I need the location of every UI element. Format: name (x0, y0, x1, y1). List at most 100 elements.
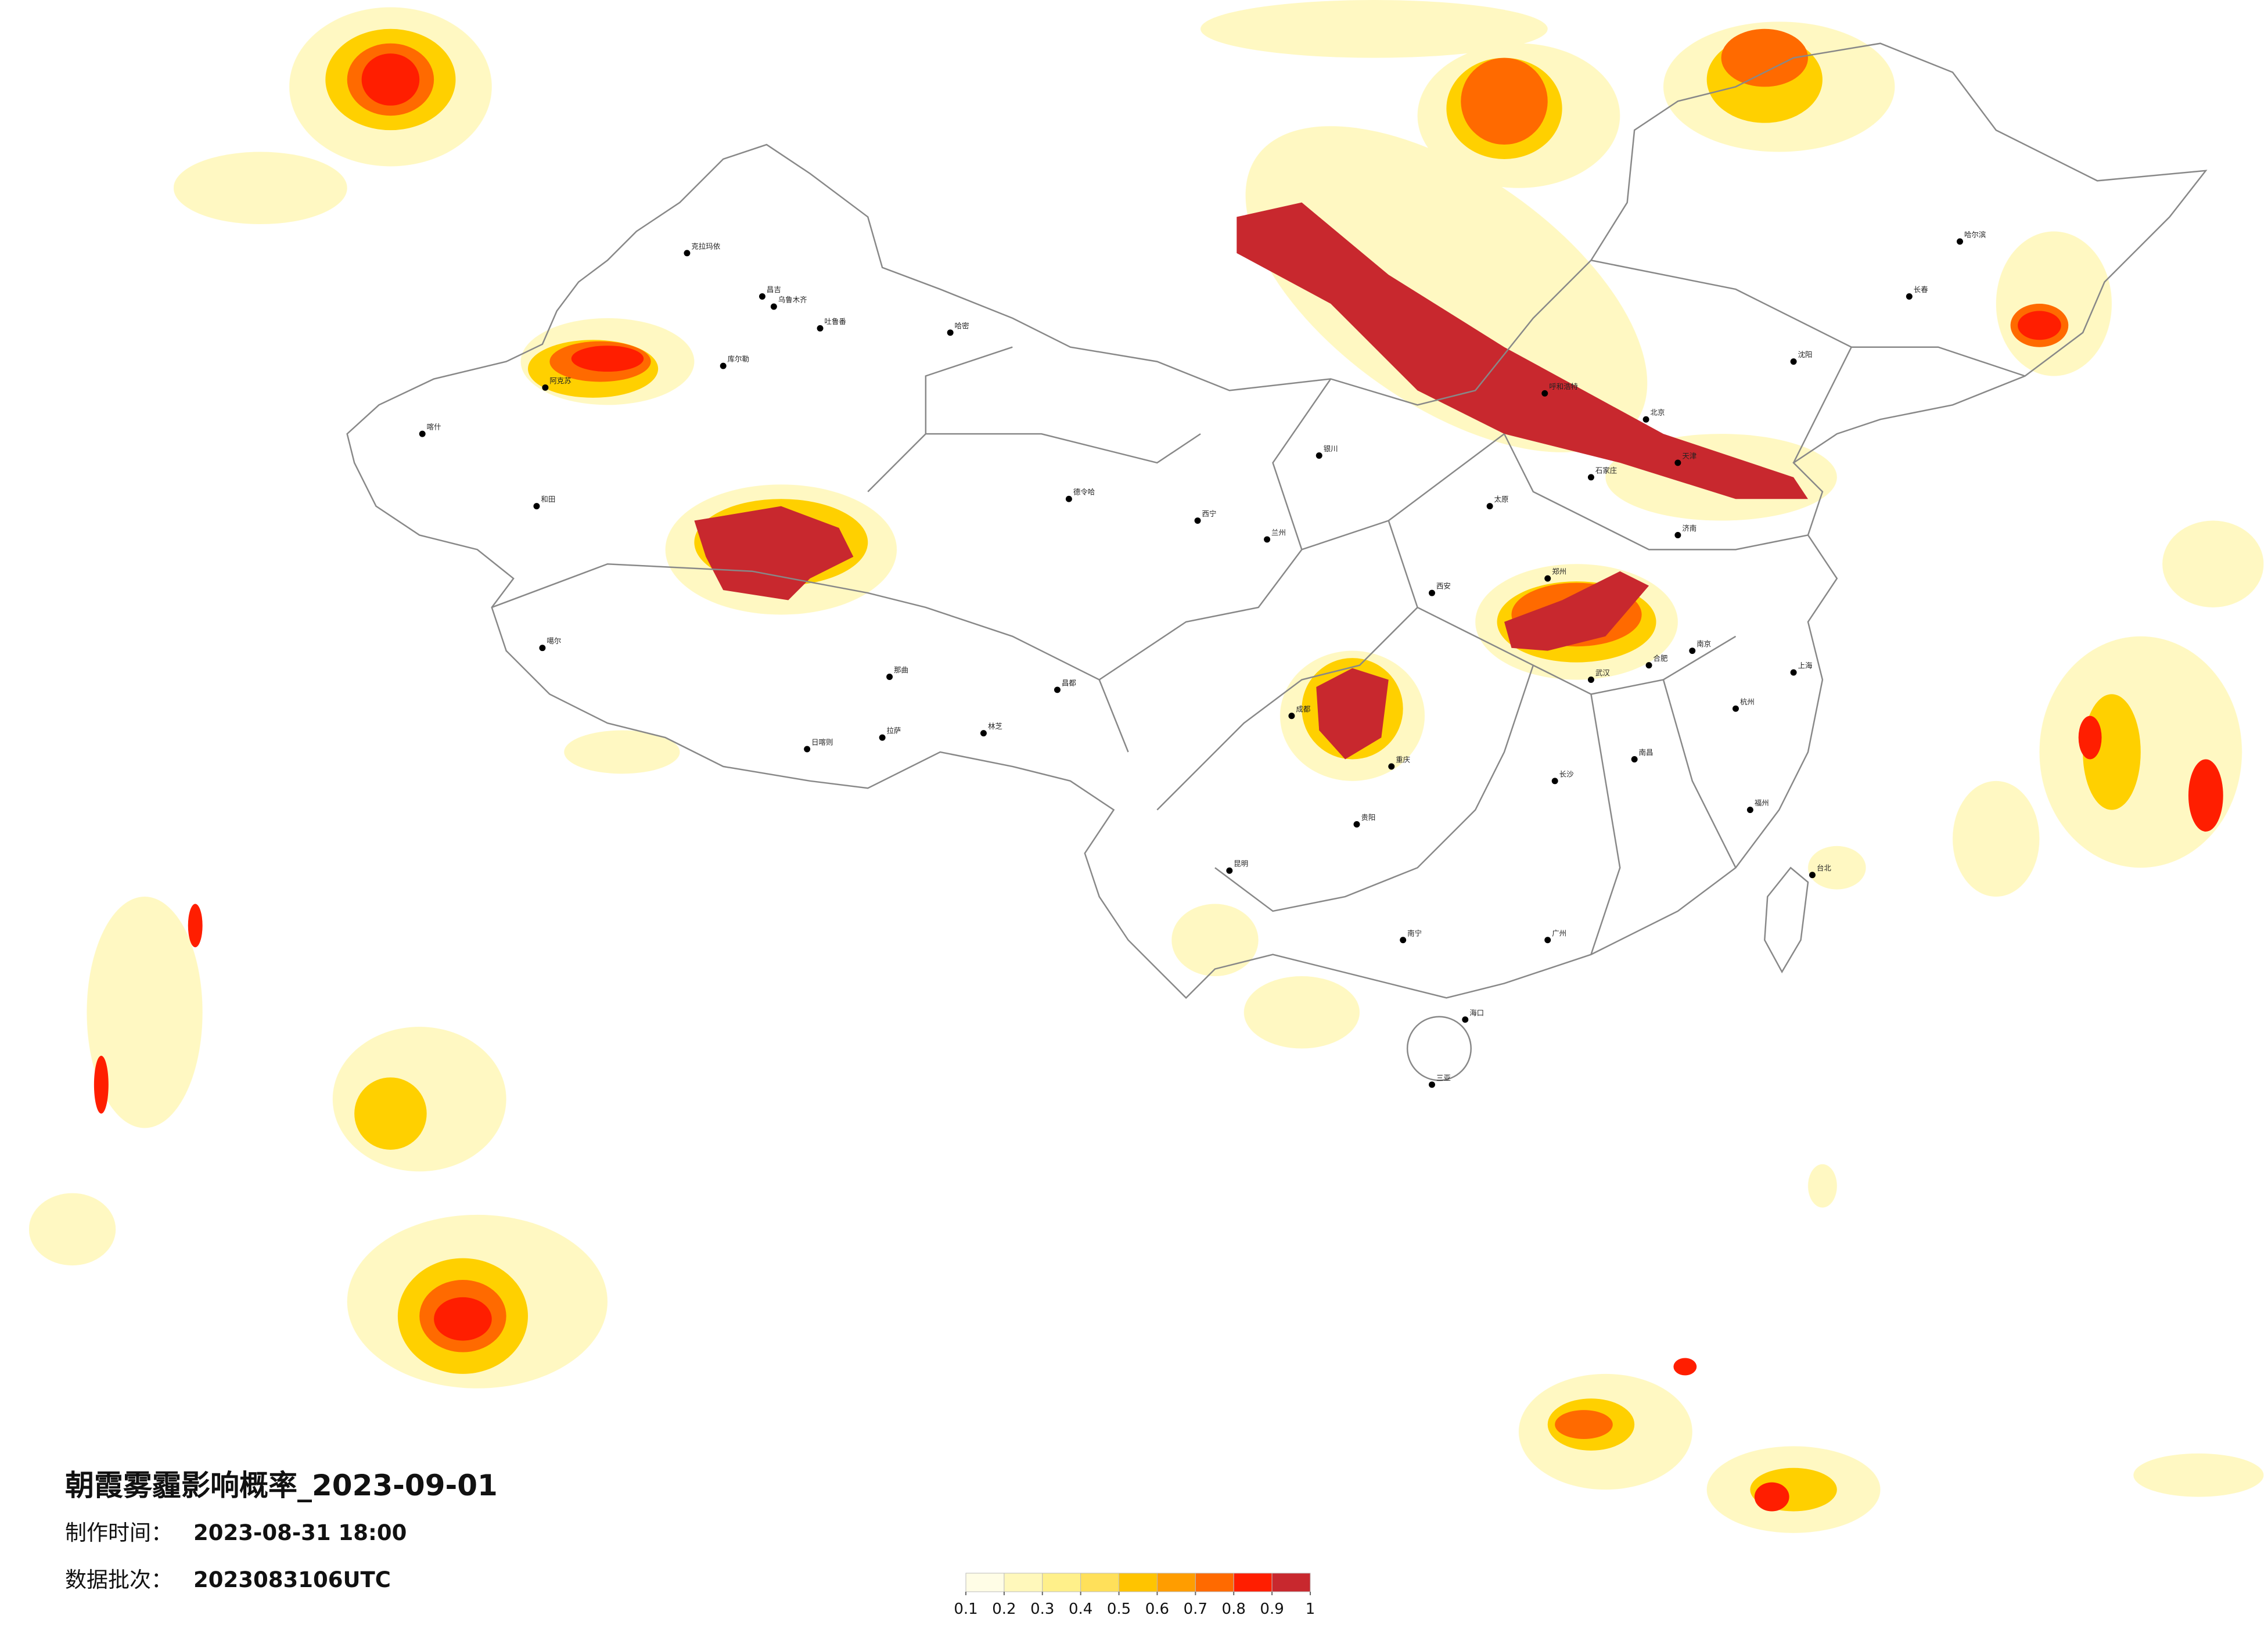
city-dot (1689, 647, 1696, 654)
legend-tick-label: 0.9 (1260, 1600, 1284, 1618)
legend-tick-label: 0.2 (992, 1600, 1016, 1618)
city-label: 林芝 (988, 722, 1002, 731)
city-label: 乌鲁木齐 (778, 295, 807, 304)
province-line (491, 260, 2025, 955)
city-label: 台北 (1817, 864, 1831, 872)
city-label: 德令哈 (1073, 488, 1095, 497)
city-label: 福州 (1755, 798, 1769, 807)
city-dot (1486, 503, 1493, 510)
legend-swatch (1119, 1573, 1158, 1592)
legend-tick-label: 0.8 (1222, 1600, 1246, 1618)
city-dot (1462, 1016, 1469, 1023)
city-label: 海口 (1469, 1008, 1484, 1017)
city-dot (1906, 293, 1913, 300)
city-label: 和田 (541, 495, 555, 503)
legend-tick-label: 0.7 (1184, 1600, 1207, 1618)
boundaries (346, 42, 2208, 1081)
city-dot (1541, 390, 1548, 397)
city-dot (1544, 937, 1551, 944)
legend-tick-label: 0.1 (954, 1600, 977, 1618)
city-dot (1733, 705, 1739, 712)
legend-tick-label: 0.5 (1107, 1600, 1131, 1618)
legend-swatch (1195, 1573, 1234, 1592)
city-dot (533, 503, 540, 510)
city-label: 重庆 (1396, 755, 1410, 764)
city-label: 哈密 (955, 321, 969, 330)
city-dot (1429, 1081, 1435, 1088)
city-label: 长沙 (1559, 769, 1574, 778)
legend: 0.1 0.2 0.3 0.4 0.5 0.6 0.7 0.8 0.9 1 (954, 1573, 1315, 1618)
city-label: 上海 (1798, 661, 1813, 670)
city-label: 南宁 (1407, 929, 1422, 937)
city-label: 银川 (1324, 444, 1338, 453)
city-dot (1809, 872, 1816, 879)
city-label: 昌吉 (767, 285, 781, 294)
city-dot (1645, 662, 1652, 669)
city-dot (1429, 589, 1435, 596)
city-label: 噶尔 (547, 636, 561, 645)
city-label: 哈尔滨 (1964, 230, 1986, 239)
city-dot (684, 250, 691, 257)
legend-tick-label: 0.6 (1145, 1600, 1169, 1618)
legend-swatch (1004, 1573, 1043, 1592)
legend-swatch (965, 1573, 1005, 1592)
city-dot (1065, 495, 1072, 502)
legend-swatch (1233, 1573, 1273, 1592)
city-dot (1551, 778, 1558, 785)
city-label: 成都 (1296, 704, 1310, 713)
city-label: 太原 (1494, 495, 1509, 503)
taiwan-outline (1764, 866, 1809, 974)
city-dot (542, 384, 549, 391)
city-label: 南昌 (1639, 748, 1654, 757)
city-dot (1674, 531, 1681, 538)
city-dot (1790, 358, 1797, 365)
city-label: 济南 (1682, 524, 1696, 533)
city-label: 拉萨 (887, 726, 901, 735)
legend-swatch (1271, 1573, 1311, 1592)
city-label: 杭州 (1740, 697, 1755, 706)
batch-label: 数据批次： (65, 1567, 172, 1592)
time-label: 制作时间： (65, 1520, 172, 1545)
city-dot (1264, 536, 1271, 543)
country-outline (346, 42, 2208, 999)
city-label: 阿克苏 (549, 376, 571, 385)
city-label: 日喀则 (811, 738, 833, 747)
city-label: 喀什 (427, 423, 441, 431)
batch-value: 2023083106UTC (193, 1567, 391, 1592)
city-label: 西安 (1436, 582, 1451, 591)
city-dot (947, 329, 954, 336)
city-dot (1194, 517, 1201, 524)
city-label: 西宁 (1202, 509, 1217, 518)
haze-field (28, 0, 2264, 1533)
city-label: 天津 (1682, 451, 1696, 460)
legend-swatch (1080, 1573, 1120, 1592)
city-dot (980, 730, 987, 737)
city-dot (1642, 416, 1649, 423)
city-dot (1353, 821, 1360, 828)
city-dot (1054, 686, 1061, 693)
city-dot (1288, 713, 1295, 720)
city-dot (1226, 867, 1233, 874)
city-dot (1388, 763, 1395, 770)
city-dot (1790, 669, 1797, 676)
city-label: 北京 (1651, 408, 1665, 417)
city-dot (539, 645, 546, 652)
legend-tick-label: 0.3 (1030, 1600, 1054, 1618)
legend-tick-label: 0.4 (1069, 1600, 1092, 1618)
city-label: 呼和浩特 (1549, 382, 1578, 391)
city-dot (1957, 238, 1963, 245)
city-label: 合肥 (1654, 654, 1668, 663)
city-dot (770, 303, 777, 310)
city-label: 沈阳 (1798, 350, 1813, 359)
city-label: 昆明 (1234, 859, 1248, 868)
city-dot (817, 325, 824, 332)
legend-swatch (1042, 1573, 1081, 1592)
city-dot (419, 430, 426, 437)
city-label: 兰州 (1271, 528, 1286, 537)
city-label: 库尔勒 (728, 355, 749, 364)
city-dot (1587, 474, 1594, 481)
